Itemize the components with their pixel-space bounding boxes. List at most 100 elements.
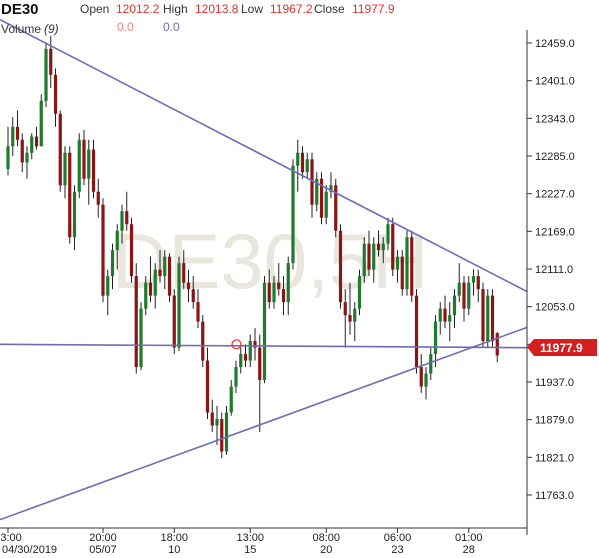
candle[interactable]	[414, 289, 419, 374]
candle[interactable]	[262, 276, 267, 384]
candle[interactable]	[315, 172, 319, 212]
candle[interactable]	[115, 224, 119, 270]
candle[interactable]	[158, 250, 162, 283]
candle[interactable]	[457, 263, 461, 303]
candle[interactable]	[277, 263, 281, 296]
candle[interactable]	[20, 133, 24, 173]
candle[interactable]	[196, 289, 200, 329]
candle[interactable]	[186, 269, 191, 303]
candle[interactable]	[58, 110, 62, 192]
candle[interactable]	[296, 139, 300, 192]
candle[interactable]	[410, 230, 414, 303]
candle[interactable]	[258, 334, 262, 433]
candle[interactable]	[395, 250, 400, 283]
candle[interactable]	[334, 178, 338, 238]
candle[interactable]	[63, 146, 67, 199]
candle[interactable]	[129, 217, 134, 283]
candle[interactable]	[291, 159, 295, 270]
trendline[interactable]	[0, 18, 528, 293]
candle[interactable]	[134, 263, 138, 374]
candle[interactable]	[443, 295, 447, 329]
candle[interactable]	[53, 68, 58, 127]
candle[interactable]	[163, 250, 167, 290]
candle[interactable]	[372, 237, 376, 283]
candle[interactable]	[286, 256, 290, 316]
candle[interactable]	[367, 230, 371, 277]
candle[interactable]	[490, 289, 495, 348]
trendlines[interactable]	[0, 18, 528, 521]
candle[interactable]	[357, 269, 362, 316]
candle[interactable]	[300, 146, 305, 179]
candle[interactable]	[438, 302, 442, 335]
candle[interactable]	[87, 139, 91, 205]
candle[interactable]	[424, 367, 428, 400]
candle[interactable]	[49, 35, 53, 88]
candle[interactable]	[381, 237, 385, 264]
candle[interactable]	[253, 328, 257, 361]
candle[interactable]	[144, 276, 148, 316]
candle[interactable]	[471, 269, 476, 296]
candle[interactable]	[77, 133, 81, 199]
candle[interactable]	[343, 289, 347, 348]
candle[interactable]	[96, 178, 100, 218]
candle[interactable]	[429, 347, 433, 381]
trendline[interactable]	[0, 343, 528, 349]
candle[interactable]	[120, 204, 124, 244]
candle[interactable]	[433, 315, 438, 368]
candle[interactable]	[348, 282, 352, 335]
candle[interactable]	[182, 250, 186, 290]
candle[interactable]	[153, 263, 157, 309]
candle[interactable]	[39, 94, 43, 147]
candle[interactable]	[353, 302, 357, 342]
candle[interactable]	[11, 117, 15, 156]
candle[interactable]	[400, 250, 404, 296]
candle[interactable]	[220, 412, 224, 458]
candle[interactable]	[405, 230, 409, 296]
candle[interactable]	[486, 289, 490, 348]
candle[interactable]	[205, 347, 210, 420]
trendline[interactable]	[0, 326, 528, 521]
candle[interactable]	[110, 243, 115, 290]
candle[interactable]	[229, 380, 233, 416]
candle[interactable]	[376, 230, 381, 257]
candle[interactable]	[191, 276, 195, 309]
candle[interactable]	[362, 237, 366, 283]
candle[interactable]	[234, 360, 238, 394]
candle[interactable]	[34, 126, 39, 150]
candle[interactable]	[91, 139, 96, 199]
candle[interactable]	[44, 42, 48, 108]
candle[interactable]	[319, 172, 324, 225]
candle[interactable]	[172, 289, 176, 355]
candle[interactable]	[281, 276, 286, 316]
candle[interactable]	[272, 276, 276, 309]
candle[interactable]	[139, 302, 143, 371]
candle[interactable]	[106, 269, 110, 316]
candle[interactable]	[125, 191, 129, 231]
candle[interactable]	[15, 110, 20, 147]
candle[interactable]	[448, 302, 452, 342]
candle[interactable]	[224, 406, 229, 455]
candle[interactable]	[25, 146, 29, 179]
candle[interactable]	[243, 344, 248, 368]
candle[interactable]	[248, 334, 252, 368]
candle[interactable]	[82, 130, 86, 186]
candle[interactable]	[215, 406, 219, 445]
candle[interactable]	[30, 133, 34, 160]
candles[interactable]	[6, 35, 499, 458]
candle[interactable]	[386, 217, 390, 251]
candle[interactable]	[305, 152, 309, 179]
candle[interactable]	[329, 172, 333, 199]
candle[interactable]	[391, 217, 395, 277]
candle[interactable]	[210, 399, 214, 433]
candle[interactable]	[177, 256, 181, 351]
candle[interactable]	[68, 146, 72, 244]
candle[interactable]	[476, 269, 480, 303]
candle[interactable]	[310, 152, 314, 218]
candle[interactable]	[201, 315, 205, 368]
candle[interactable]	[148, 256, 153, 303]
alert-marker[interactable]	[231, 339, 242, 350]
candle[interactable]	[462, 276, 466, 322]
candle[interactable]	[72, 185, 77, 251]
candle[interactable]	[452, 289, 457, 329]
candle[interactable]	[338, 224, 343, 309]
